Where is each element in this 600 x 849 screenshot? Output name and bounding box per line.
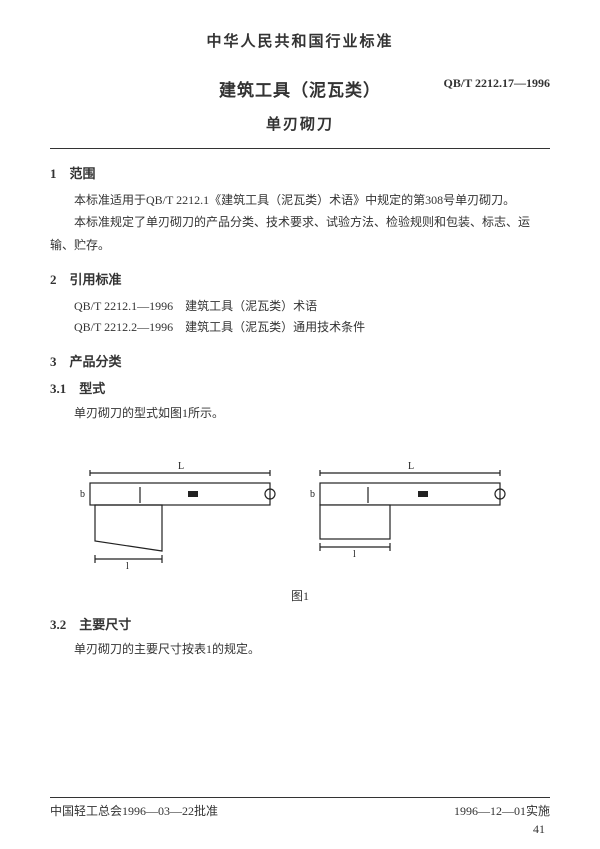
svg-text:L: L (178, 461, 184, 472)
svg-text:l: l (126, 561, 129, 572)
section-1-head: 1 范围 (50, 163, 550, 182)
page-number: 41 (533, 822, 545, 837)
svg-text:b: b (80, 489, 85, 500)
section-1-p3: 输、贮存。 (50, 235, 550, 255)
ref-line-1: QB/T 2212.1—1996 建筑工具（泥瓦类）术语 (74, 296, 550, 316)
section-1-p1: 本标准适用于QB/T 2212.1《建筑工具（泥瓦类）术语》中规定的第308号单… (50, 190, 550, 210)
figure-1-svg: L b l (70, 453, 530, 573)
figure-right: L b l (310, 461, 505, 560)
main-title: 建筑工具（泥瓦类） (219, 76, 381, 101)
svg-text:L: L (408, 461, 414, 472)
figure-1: L b l (50, 453, 550, 604)
footer: 中国轻工总会1996—03—22批准 1996—12—01实施 (50, 797, 550, 819)
svg-text:l: l (353, 549, 356, 560)
svg-text:b: b (310, 489, 315, 500)
title-row: 建筑工具（泥瓦类） QB/T 2212.17—1996 (50, 76, 550, 101)
section-2-head: 2 引用标准 (50, 269, 550, 288)
figure-1-caption: 图1 (50, 587, 550, 604)
section-3-2: 3.2 主要尺寸 单刃砌刀的主要尺寸按表1的规定。 (50, 614, 550, 659)
separator-top (50, 148, 550, 149)
footer-approval: 中国轻工总会1996—03—22批准 (50, 802, 218, 819)
ref-line-2: QB/T 2212.2—1996 建筑工具（泥瓦类）通用技术条件 (74, 317, 550, 337)
section-3-1-p: 单刃砌刀的型式如图1所示。 (50, 403, 550, 423)
section-1-p2: 本标准规定了单刃砌刀的产品分类、技术要求、试验方法、检验规则和包装、标志、运 (50, 212, 550, 232)
sub-title: 单刃砌刀 (50, 113, 550, 134)
section-3-1-head: 3.1 型式 (50, 378, 550, 397)
section-references: 2 引用标准 QB/T 2212.1—1996 建筑工具（泥瓦类）术语 QB/T… (50, 269, 550, 337)
footer-effective: 1996—12—01实施 (454, 802, 550, 819)
section-3-2-p: 单刃砌刀的主要尺寸按表1的规定。 (50, 639, 550, 659)
header-org: 中华人民共和国行业标准 (50, 30, 550, 51)
figure-left: L b l (80, 461, 275, 572)
standard-code: QB/T 2212.17—1996 (444, 76, 550, 91)
section-3-2-head: 3.2 主要尺寸 (50, 614, 550, 633)
section-classification: 3 产品分类 3.1 型式 单刃砌刀的型式如图1所示。 (50, 351, 550, 423)
section-scope: 1 范围 本标准适用于QB/T 2212.1《建筑工具（泥瓦类）术语》中规定的第… (50, 163, 550, 255)
title-block: 建筑工具（泥瓦类） QB/T 2212.17—1996 单刃砌刀 (50, 76, 550, 134)
section-3-head: 3 产品分类 (50, 351, 550, 370)
